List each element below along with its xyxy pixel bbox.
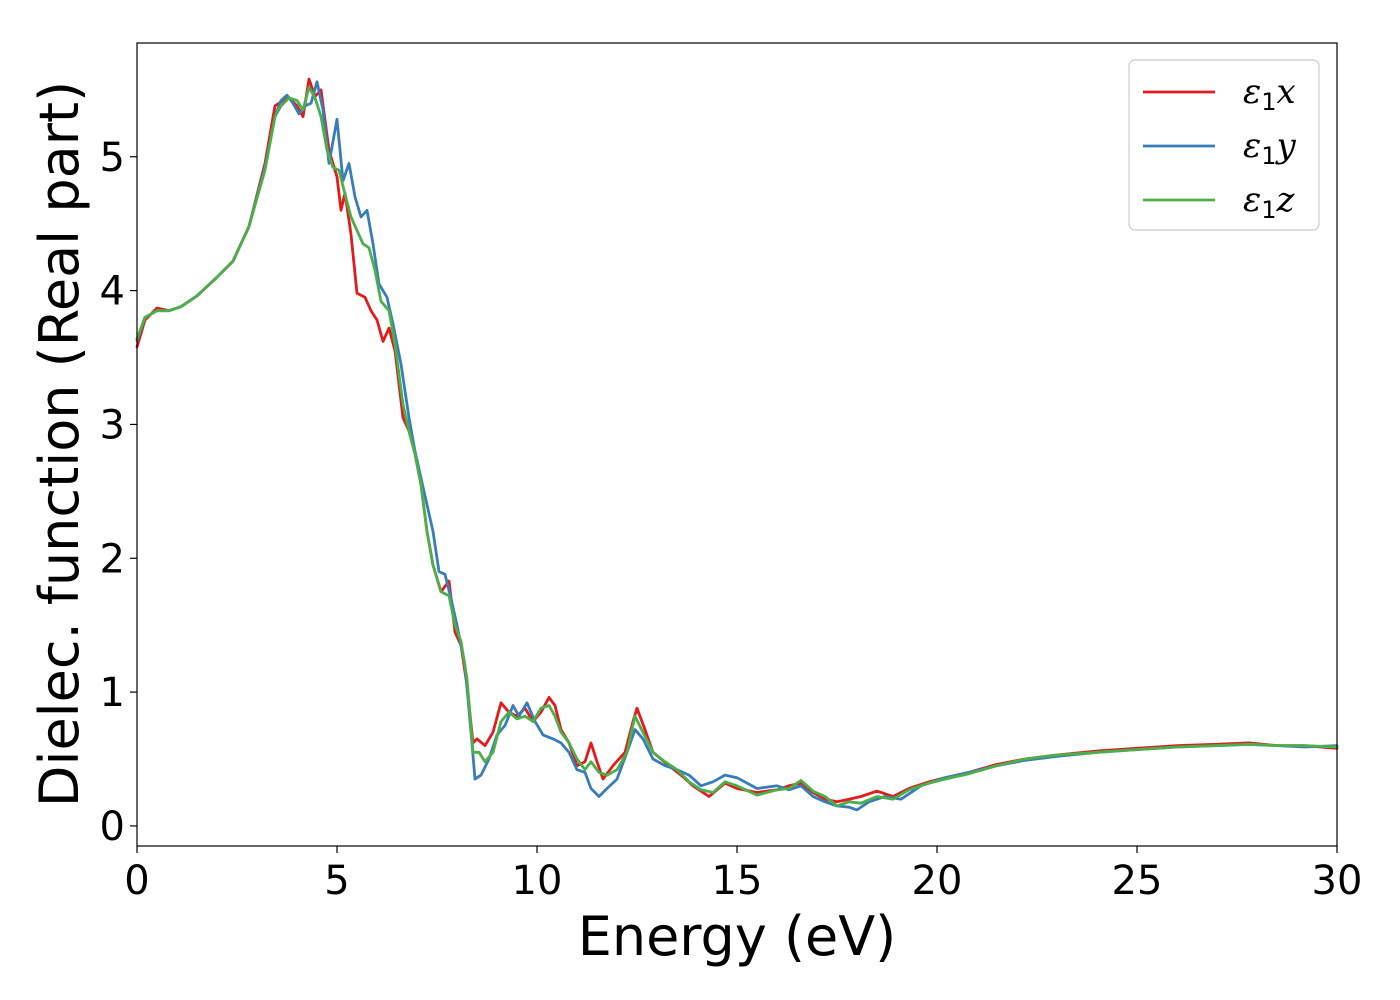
y-axis-title: Dielec. function (Real part) [28,81,91,807]
x-tick-label: 10 [512,858,563,904]
y-tick-label: 5 [100,135,125,181]
series-line-x [135,77,1339,804]
legend-label-y: ε1y [1243,126,1297,170]
x-axis-title: Energy (eV) [578,905,897,968]
legend-box [1128,59,1320,231]
legend-label-x: ε1x [1243,72,1296,116]
y-tick-label: 3 [100,402,125,448]
x-tick-label: 5 [324,858,349,904]
legend: ε1x ε1y ε1z [1128,59,1320,231]
x-tick-label: 15 [712,858,763,904]
series-line-z [135,85,1339,808]
x-tick-label: 25 [1112,858,1163,904]
y-tick-label: 0 [100,804,125,850]
x-axis: 0 5 10 15 20 25 30 [124,846,1362,904]
y-tick-label: 1 [100,670,125,716]
y-tick-label: 2 [100,536,125,582]
series-line-y [135,80,1339,812]
x-tick-label: 30 [1312,858,1363,904]
y-tick-label: 4 [100,269,125,315]
series-layer [135,77,1339,812]
x-tick-label: 0 [124,858,149,904]
y-axis: 0 1 2 3 4 5 [100,135,137,850]
legend-label-z: ε1z [1243,180,1296,224]
x-tick-label: 20 [912,858,963,904]
